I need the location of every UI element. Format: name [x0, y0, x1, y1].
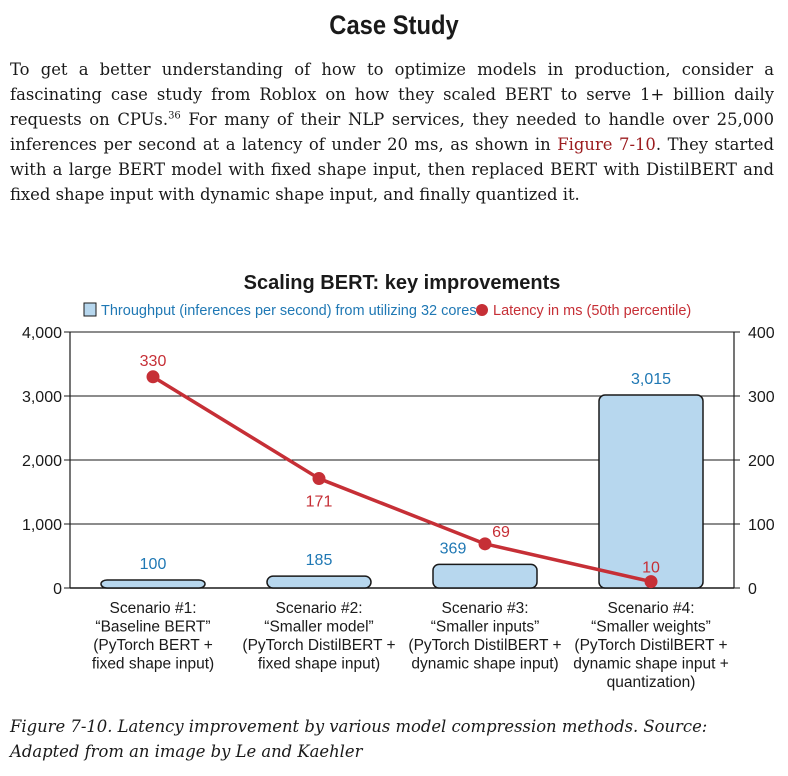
category-label-line: “Baseline BERT” — [95, 619, 210, 636]
legend-latency-label: Latency in ms (50th percentile) — [493, 303, 691, 319]
scaling-bert-chart: Scaling BERT: key improvements Throughpu… — [22, 272, 775, 691]
legend-latency-marker — [476, 304, 488, 316]
category-label-line: dynamic shape input + — [573, 656, 729, 673]
y-right-tick-label: 400 — [748, 325, 775, 342]
latency-value-label: 10 — [642, 560, 660, 577]
category-label-line: (PyTorch BERT + — [93, 637, 213, 654]
section-heading: Case Study — [329, 10, 459, 40]
category-label-line: (PyTorch DistilBERT + — [408, 637, 561, 654]
latency-point — [644, 575, 658, 589]
footnote-marker[interactable]: 36 — [168, 110, 181, 122]
category-label-line: fixed shape input) — [92, 656, 214, 673]
category-label-line: Scenario #2: — [275, 600, 362, 617]
category-label-line: fixed shape input) — [258, 656, 380, 673]
latency-point — [478, 537, 492, 551]
y-left-tick-label: 3,000 — [22, 389, 62, 406]
y-right-tick-label: 0 — [748, 581, 757, 598]
category-labels: Scenario #1: “Baseline BERT”(PyTorch BERT… — [92, 600, 729, 691]
latency-value-label: 69 — [492, 524, 510, 541]
latency-value-label: 330 — [140, 353, 167, 370]
y-right-tick-label: 200 — [748, 453, 775, 470]
category-label-line: dynamic shape input) — [411, 656, 558, 673]
category-label-line: Scenario #1: — [109, 600, 196, 617]
y-left-tick-label: 2,000 — [22, 453, 62, 470]
paragraph-text-3: . They started with a large BERT model w… — [10, 135, 775, 204]
y-left-tick-label: 0 — [53, 581, 62, 598]
throughput-value-label: 3,015 — [631, 371, 671, 388]
body-paragraph: To get a better understanding of how to … — [10, 57, 774, 207]
category-label-line: Scenario #3: — [441, 600, 528, 617]
category-label-line: (PyTorch DistilBERT + — [574, 637, 727, 654]
y-left-tick-label: 4,000 — [22, 325, 62, 342]
paragraph-text-1: To get a better understanding of how to … — [10, 60, 774, 129]
latency-point — [146, 370, 160, 384]
throughput-value-label: 369 — [440, 540, 467, 557]
paragraph-text-2: For many of their NLP services, they nee… — [10, 110, 774, 154]
data-labels: 100 185 369 3,015 330 171 69 10 — [140, 353, 671, 577]
category-label-line: Scenario #4: — [607, 600, 694, 617]
category-label-line: (PyTorch DistilBERT + — [242, 637, 395, 654]
y-right-tick-label: 100 — [748, 517, 775, 534]
legend-throughput-swatch — [83, 302, 97, 317]
throughput-bars — [100, 394, 704, 589]
throughput-bar — [100, 579, 206, 589]
latency-series-line — [152, 375, 652, 584]
category-label-line: “Smaller weights” — [591, 619, 711, 636]
throughput-bar — [432, 563, 538, 589]
chart-title: Scaling BERT: key improvements — [244, 272, 561, 294]
legend: Throughput (inferences per second) from … — [83, 302, 691, 319]
y-left-tick-label: 1,000 — [22, 517, 62, 534]
throughput-value-label: 100 — [140, 556, 167, 573]
figure-caption: Figure 7-10. Latency improvement by vari… — [10, 717, 708, 761]
category-label-line: “Smaller model” — [264, 619, 373, 636]
throughput-bar — [266, 575, 372, 589]
y-right-tick-label: 300 — [748, 389, 775, 406]
legend-throughput-label: Throughput (inferences per second) from … — [101, 303, 477, 319]
category-label-line: “Smaller inputs” — [431, 619, 540, 636]
latency-point — [312, 472, 326, 486]
throughput-value-label: 185 — [306, 552, 333, 569]
category-label-line: quantization) — [607, 674, 696, 691]
figure-link[interactable]: Figure 7-10 — [557, 135, 656, 154]
latency-value-label: 171 — [306, 494, 333, 511]
latency-line — [146, 370, 658, 589]
